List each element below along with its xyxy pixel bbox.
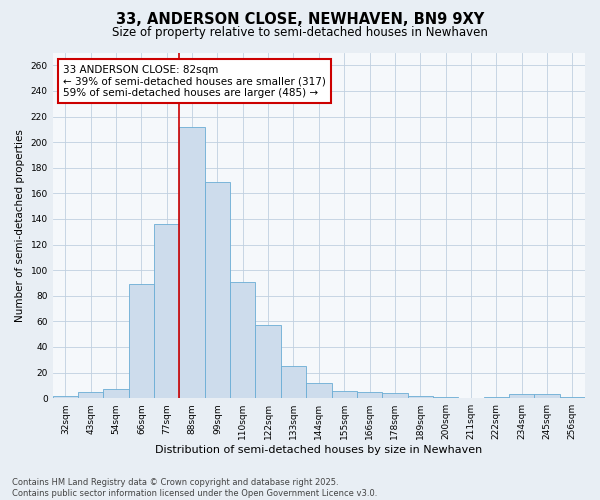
- Bar: [535, 394, 560, 398]
- Bar: [154, 224, 179, 398]
- Bar: [484, 397, 509, 398]
- Text: 33 ANDERSON CLOSE: 82sqm
← 39% of semi-detached houses are smaller (317)
59% of : 33 ANDERSON CLOSE: 82sqm ← 39% of semi-d…: [64, 64, 326, 98]
- Bar: [382, 393, 407, 398]
- Bar: [433, 397, 458, 398]
- Bar: [179, 127, 205, 398]
- Bar: [103, 389, 129, 398]
- Bar: [509, 394, 535, 398]
- Bar: [357, 392, 382, 398]
- Bar: [306, 383, 332, 398]
- Text: 33, ANDERSON CLOSE, NEWHAVEN, BN9 9XY: 33, ANDERSON CLOSE, NEWHAVEN, BN9 9XY: [116, 12, 484, 28]
- Text: Contains HM Land Registry data © Crown copyright and database right 2025.
Contai: Contains HM Land Registry data © Crown c…: [12, 478, 377, 498]
- Bar: [53, 396, 78, 398]
- Bar: [205, 182, 230, 398]
- Y-axis label: Number of semi-detached properties: Number of semi-detached properties: [15, 129, 25, 322]
- Bar: [560, 397, 585, 398]
- Bar: [230, 282, 256, 398]
- Bar: [78, 392, 103, 398]
- Bar: [256, 325, 281, 398]
- Bar: [332, 390, 357, 398]
- X-axis label: Distribution of semi-detached houses by size in Newhaven: Distribution of semi-detached houses by …: [155, 445, 482, 455]
- Bar: [281, 366, 306, 398]
- Text: Size of property relative to semi-detached houses in Newhaven: Size of property relative to semi-detach…: [112, 26, 488, 39]
- Bar: [407, 396, 433, 398]
- Bar: [129, 284, 154, 398]
